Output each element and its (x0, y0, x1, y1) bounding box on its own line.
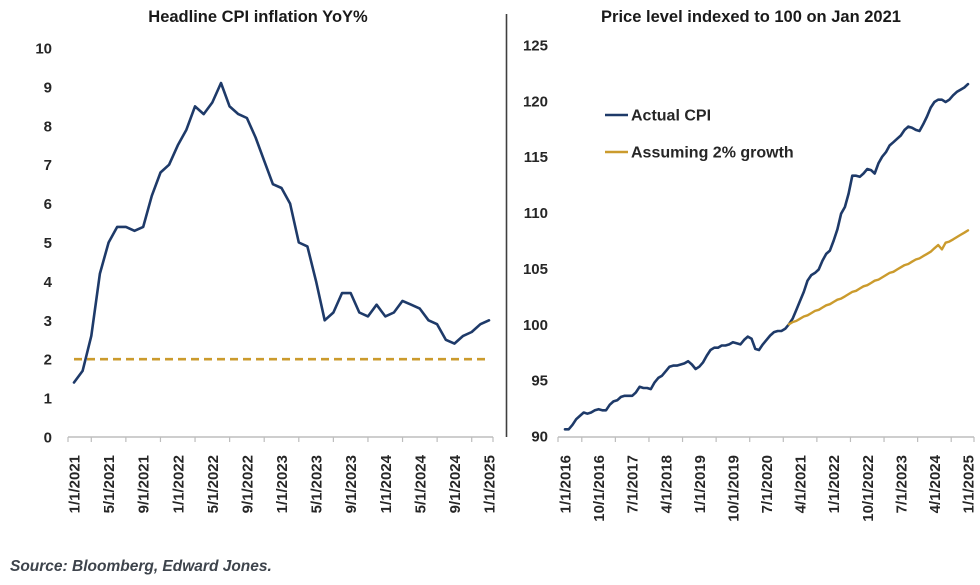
y-tick-label: 2 (44, 352, 52, 369)
y-tick-label: 125 (523, 38, 548, 55)
y-tick-label: 7 (44, 157, 52, 174)
x-tick-label: 10/1/2022 (860, 455, 877, 522)
x-tick-label: 5/1/2022 (205, 455, 222, 513)
right-chart-plot: 90 95 100 105 110 115 120 125 1/1/2016 10/1/2016 7… (505, 14, 978, 522)
y-tick-label: 8 (44, 118, 52, 135)
x-tick-label: 7/1/2023 (893, 455, 910, 513)
x-tick-label: 10/1/2019 (725, 455, 742, 522)
x-tick-label: 7/1/2020 (759, 455, 776, 513)
x-tick-label: 7/1/2017 (625, 455, 642, 513)
x-tick-label: 1/1/2016 (558, 455, 575, 513)
x-tick-label: 1/1/2024 (378, 454, 395, 513)
y-tick-label: 5 (44, 235, 52, 252)
y-tick-label: 3 (44, 313, 52, 330)
x-tick-label: 5/1/2024 (412, 454, 429, 513)
x-tick-label: 9/1/2024 (447, 454, 464, 513)
y-tick-label: 6 (44, 196, 52, 213)
x-tick-label: 9/1/2023 (343, 455, 360, 513)
left-chart-plot: 0 1 2 3 4 5 6 7 8 9 10 1/1/2021 5/1/2021 9/1/2021 1/1/… (35, 41, 498, 514)
y-tick-label: 1 (44, 391, 52, 408)
charts-canvas: Headline CPI inflation YoY% Price level … (35, 8, 978, 522)
x-tick-label: 5/1/2023 (309, 455, 326, 513)
left-chart-title: Headline CPI inflation YoY% (148, 8, 368, 26)
x-tick-label: 1/1/2025 (482, 455, 499, 513)
series-line-actual-cpi (563, 82, 970, 431)
y-tick-label: 110 (524, 205, 548, 222)
x-tick-label: 1/1/2023 (274, 455, 291, 513)
x-tick-label: 4/1/2024 (927, 454, 944, 513)
y-tick-label: 90 (531, 429, 548, 446)
x-tick-label: 4/1/2018 (658, 455, 675, 513)
legend-label-assuming-2pct-growth: Assuming 2% growth (631, 145, 794, 162)
y-tick-label: 100 (523, 317, 548, 334)
y-tick-label: 9 (44, 79, 52, 96)
series-line-headline-cpi-yoy- (72, 81, 491, 384)
x-tick-label: 1/1/2019 (692, 455, 709, 513)
source-note: Source: Bloomberg, Edward Jones. (10, 558, 272, 575)
x-tick-label: 4/1/2021 (793, 455, 810, 513)
y-tick-label: 105 (523, 261, 548, 278)
y-tick-label: 95 (531, 373, 548, 390)
x-tick-label: 10/1/2016 (591, 455, 608, 522)
x-tick-label: 9/1/2022 (239, 455, 256, 513)
x-tick-label: 1/1/2025 (961, 455, 978, 513)
y-tick-label: 0 (44, 430, 52, 447)
x-tick-label: 1/1/2022 (826, 455, 843, 513)
x-tick-label: 5/1/2021 (101, 455, 118, 513)
y-tick-label: 10 (35, 41, 52, 58)
y-tick-label: 115 (524, 149, 548, 166)
x-tick-label: 1/1/2021 (67, 455, 84, 513)
right-chart-title: Price level indexed to 100 on Jan 2021 (601, 8, 901, 26)
y-tick-label: 120 (523, 93, 548, 110)
series-line-assuming-2-growth (787, 229, 970, 326)
x-tick-label: 9/1/2021 (136, 455, 153, 513)
x-tick-label: 1/1/2022 (170, 455, 187, 513)
right-chart-legend: Actual CPI Assuming 2% growth (605, 108, 794, 162)
y-tick-label: 4 (44, 274, 53, 291)
legend-label-actual-cpi: Actual CPI (631, 108, 711, 125)
